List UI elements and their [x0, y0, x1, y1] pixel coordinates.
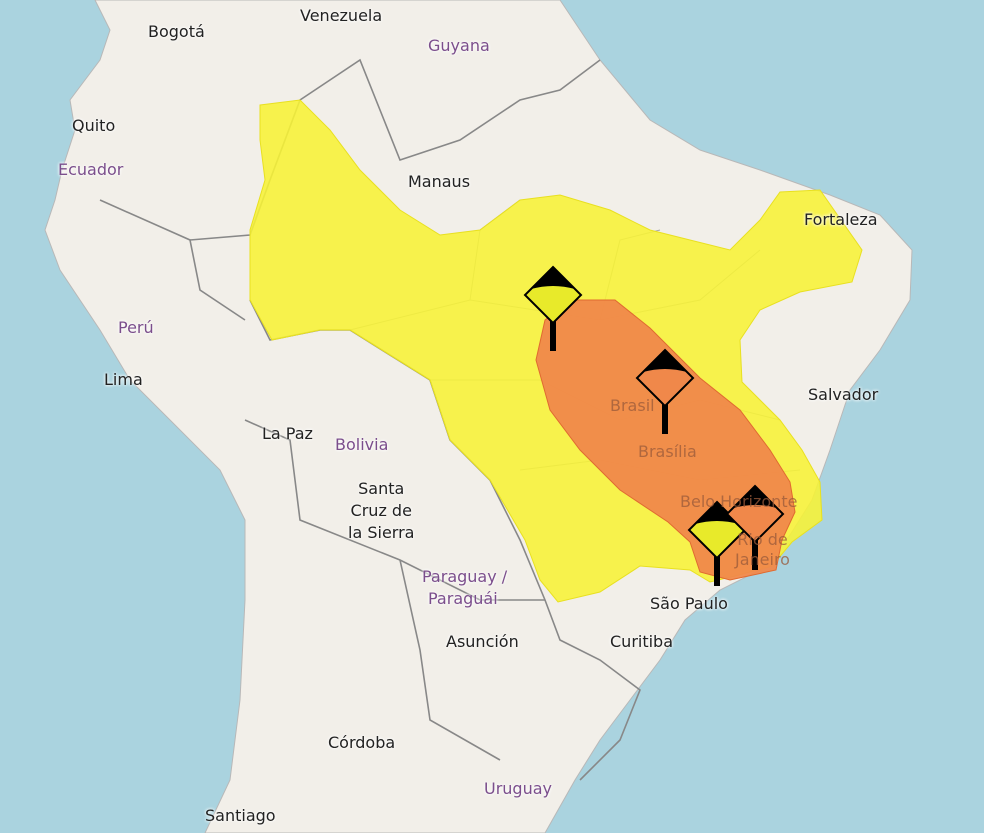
storm-cloud-icon — [531, 267, 575, 289]
label-brasilia: Brasília — [638, 442, 697, 461]
label-asuncion: Asunción — [446, 632, 519, 651]
alert-marker-orange[interactable] — [725, 484, 785, 570]
label-belo-horizonte: Belo Horizonte — [680, 492, 798, 511]
label-bolivia: Bolivia — [335, 435, 389, 454]
label-quito: Quito — [72, 116, 116, 135]
label-cordoba: Córdoba — [328, 733, 396, 752]
label-salvador: Salvador — [808, 385, 879, 404]
storm-cloud-icon — [695, 502, 739, 524]
label-paraguai: Paraguái — [428, 589, 498, 608]
label-santa-cruz: Santa Cruz de la Sierra — [348, 479, 415, 542]
label-curitiba: Curitiba — [610, 632, 674, 651]
label-paraguay: Paraguay / — [422, 567, 508, 586]
label-manaus: Manaus — [408, 172, 471, 191]
label-lima: Lima — [104, 370, 143, 389]
alert-marker-orange[interactable] — [635, 348, 695, 434]
alert-marker-yellow[interactable] — [523, 265, 583, 351]
label-santiago: Santiago — [205, 806, 276, 825]
label-venezuela: Venezuela — [300, 6, 383, 25]
label-bogota: Bogotá — [148, 22, 205, 41]
storm-cloud-icon — [643, 350, 687, 372]
label-rio-de-janeiro: Rio de Janeiro — [735, 530, 790, 569]
label-sao-paulo: São Paulo — [650, 594, 728, 613]
label-peru: Perú — [118, 318, 154, 337]
label-fortaleza: Fortaleza — [804, 210, 878, 229]
label-guyana: Guyana — [428, 36, 490, 55]
storm-cloud-icon — [733, 486, 777, 508]
label-ecuador: Ecuador — [58, 160, 124, 179]
label-la-paz: La Paz — [262, 424, 313, 443]
label-brasil: Brasil — [610, 396, 655, 415]
label-uruguay: Uruguay — [484, 779, 552, 798]
